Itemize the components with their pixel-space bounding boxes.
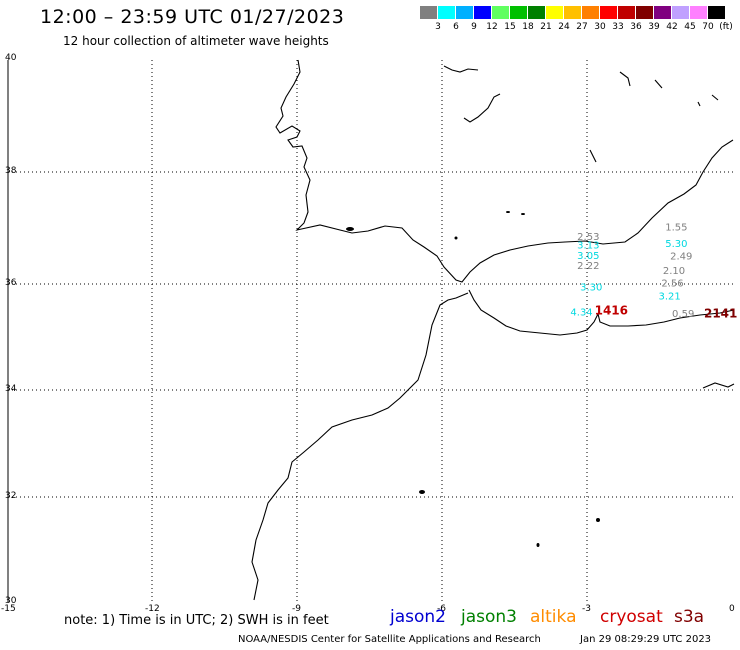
- scale-swatch: [708, 6, 725, 19]
- y-label-34: 34: [5, 384, 17, 394]
- wave-height-value: 4.34: [570, 307, 592, 318]
- wave-height-value: 2.22: [577, 261, 599, 272]
- scale-swatch: [672, 6, 689, 19]
- credit-line: NOAA/NESDIS Center for Satellite Applica…: [238, 634, 541, 645]
- scale-label: 21: [540, 22, 552, 32]
- units-note: note: 1) Time is in UTC; 2) SWH is in fe…: [64, 613, 329, 628]
- coastline: [251, 59, 735, 601]
- wave-height-value: 2.49: [670, 251, 692, 262]
- scale-label: 33: [612, 22, 624, 32]
- scale-label: 6: [453, 22, 459, 32]
- x-label-minus3: -3: [582, 604, 591, 614]
- observation-labels: 2.533.133.052.22 3.30 4.34 1416 1.55 5.302.49…: [570, 223, 737, 321]
- y-label-36: 36: [5, 278, 17, 288]
- wave-height-value: 3.05: [577, 251, 599, 262]
- legend-jason3: jason3: [461, 607, 517, 627]
- scale-swatch: [690, 6, 707, 19]
- wave-height-value: 3.30: [580, 282, 602, 293]
- x-label-minus9: -9: [292, 604, 301, 614]
- scale-label: (ft): [719, 22, 733, 32]
- wave-height-value: 1.55: [665, 223, 687, 234]
- wave-height-value: 1416: [595, 304, 628, 318]
- wave-height-value: 2.53: [577, 232, 599, 243]
- x-label-0: 0: [729, 604, 735, 614]
- wave-height-value: 3.21: [658, 292, 680, 303]
- map-title: 12:00 – 23:59 UTC 01/27/2023: [40, 6, 345, 28]
- scale-swatch: [546, 6, 563, 19]
- scale-label: 42: [666, 22, 678, 32]
- scale-label: 36: [630, 22, 642, 32]
- scale-label: 24: [558, 22, 570, 32]
- scale-label: 70: [702, 22, 714, 32]
- y-label-38: 38: [5, 166, 17, 176]
- scale-swatch: [510, 6, 527, 19]
- legend-cryosat: cryosat: [600, 607, 663, 627]
- scale-label: 12: [486, 22, 498, 32]
- wave-height-value: 2141: [704, 306, 737, 320]
- scale-swatch: [654, 6, 671, 19]
- scale-label: 15: [504, 22, 516, 32]
- scale-swatch: [456, 6, 473, 19]
- wave-height-value: 0.59: [672, 309, 694, 320]
- scale-swatch: [564, 6, 581, 19]
- legend-s3a: s3a: [674, 607, 705, 627]
- scale-swatch: [492, 6, 509, 19]
- generated-timestamp: Jan 29 08:29:29 UTC 2023: [580, 634, 712, 645]
- x-label-minus6: -6: [437, 604, 446, 614]
- map-subtitle: 12 hour collection of altimeter wave hei…: [63, 34, 329, 48]
- x-label-minus15: -15: [1, 604, 16, 614]
- scale-label: 18: [522, 22, 534, 32]
- scale-swatch: [438, 6, 455, 19]
- scale-swatch: [528, 6, 545, 19]
- scale-swatch: [600, 6, 617, 19]
- scale-label: 39: [648, 22, 660, 32]
- scale-label: 27: [576, 22, 588, 32]
- y-label-40: 40: [5, 53, 17, 63]
- scale-label: 30: [594, 22, 606, 32]
- scale-label: 3: [435, 22, 441, 32]
- legend-jason2: jason2: [390, 607, 446, 627]
- scale-label: 45: [684, 22, 696, 32]
- wave-height-value: 2.10: [663, 266, 685, 277]
- scale-swatch: [618, 6, 635, 19]
- scale-swatch: [636, 6, 653, 19]
- scale-label: 9: [471, 22, 477, 32]
- y-label-30: 30: [5, 596, 17, 606]
- scale-swatch: [474, 6, 491, 19]
- graticule: [8, 60, 734, 602]
- islands: [346, 211, 600, 547]
- scale-swatch: [582, 6, 599, 19]
- x-label-minus12: -12: [145, 604, 160, 614]
- scale-swatch: [420, 6, 437, 19]
- wave-height-value: 2.56: [661, 279, 683, 290]
- legend-altika: altika: [530, 607, 577, 627]
- wave-height-value: 3.13: [577, 241, 599, 252]
- wave-height-value: 5.30: [665, 239, 687, 250]
- y-label-32: 32: [5, 491, 17, 501]
